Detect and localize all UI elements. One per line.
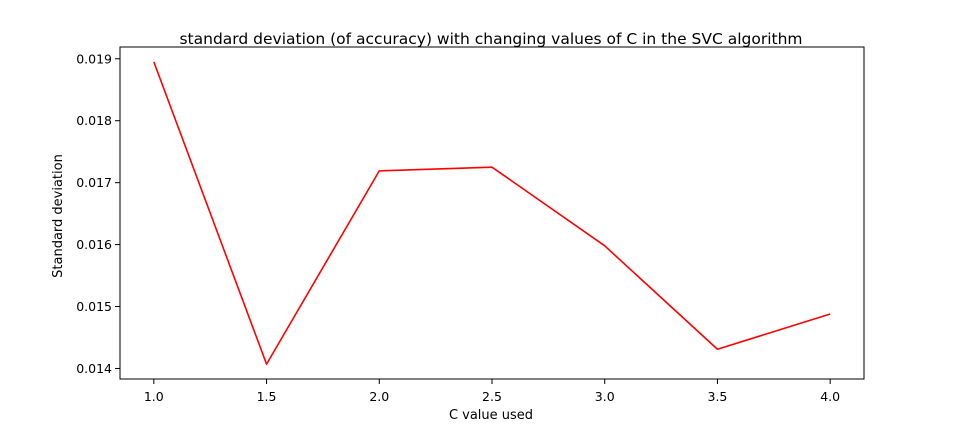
y-tick-label: 0.018 — [76, 113, 112, 128]
x-axis-label: C value used — [449, 408, 533, 423]
y-axis-label: Standard deviation — [51, 154, 66, 278]
x-tick-label: 4.0 — [820, 389, 840, 404]
chart-title: standard deviation (of accuracy) with ch… — [179, 30, 802, 48]
x-tick-label: 2.5 — [482, 389, 502, 404]
x-tick-label: 3.5 — [708, 389, 728, 404]
y-tick-label: 0.016 — [76, 237, 112, 252]
x-tick-label: 1.5 — [257, 389, 277, 404]
series-line-1 — [153, 61, 831, 365]
x-tick-label: 3.0 — [595, 389, 615, 404]
axis-ticks: 1.0 1.5 2.0 2.5 3.0 3.5 4.0 0.014 0.015 0.016 0.01… — [76, 51, 840, 404]
x-tick-label: 2.0 — [369, 389, 389, 404]
y-tick-label: 0.014 — [76, 361, 112, 376]
y-tick-label: 0.015 — [76, 299, 112, 314]
y-tick-label: 0.019 — [76, 51, 112, 66]
y-tick-label: 0.017 — [76, 175, 112, 190]
x-tick-label: 1.0 — [144, 389, 164, 404]
